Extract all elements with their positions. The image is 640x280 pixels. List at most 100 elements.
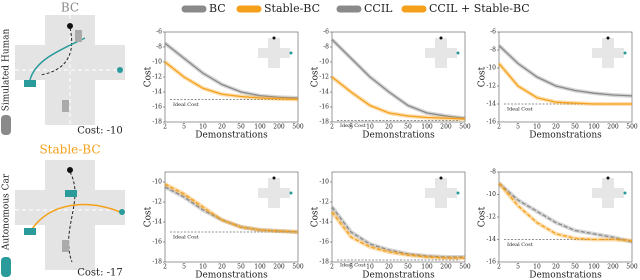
x-tick-label: 10 (366, 264, 374, 271)
y-tick-label: -10 (152, 59, 162, 66)
x-axis-label: Demonstrations (529, 131, 602, 141)
x-tick-label: 200 (607, 264, 619, 271)
x-tick-label: 10 (533, 264, 541, 271)
legend-label: BC (209, 2, 226, 15)
x-axis-label: Demonstrations (195, 131, 268, 141)
inset-dot (623, 191, 627, 195)
y-axis-label: Cost (311, 66, 321, 87)
inset-dot (439, 36, 443, 40)
x-tick-label: 500 (459, 124, 471, 131)
scene-top (15, 15, 125, 125)
y-tick-label: -6 (323, 29, 329, 36)
x-tick-label: 10 (533, 124, 541, 131)
x-tick-label: 5 (349, 264, 353, 271)
inset (602, 38, 614, 68)
scene-title: Stable-BC (39, 143, 100, 157)
inset-dot (456, 51, 460, 55)
plot-frame (164, 171, 299, 263)
x-tick-label: 50 (571, 264, 579, 271)
y-tick-label: -10 (319, 59, 329, 66)
inset-dot (439, 176, 443, 180)
scene-cost: Cost: -10 (77, 126, 122, 137)
series-line (498, 63, 632, 105)
series-band (497, 62, 632, 106)
y-tick-label: -14 (152, 89, 162, 96)
inset-dot (272, 176, 276, 180)
y-tick-label: -16 (319, 239, 329, 246)
y-tick-label: -12 (486, 83, 496, 90)
inset-dot (272, 36, 276, 40)
y-tick-label: -16 (152, 239, 162, 246)
inset-dot (289, 51, 293, 55)
y-tick-label: -6 (490, 29, 496, 36)
y-tick-label: -12 (486, 214, 496, 221)
y-tick-label: -16 (152, 104, 162, 111)
ideal-label: Ideal Cost (340, 263, 366, 269)
y-tick-label: -14 (152, 219, 162, 226)
y-tick-label: -18 (319, 259, 329, 266)
x-tick-label: 200 (273, 264, 285, 271)
y-tick-label: -14 (319, 219, 329, 226)
ideal-label: Ideal Cost (340, 123, 366, 129)
x-tick-label: 200 (440, 124, 452, 131)
side-label: Simulated Human (2, 29, 12, 112)
series-line (331, 211, 465, 259)
series-line (164, 42, 299, 99)
legend-label: Stable-BC (264, 2, 320, 15)
x-tick-label: 200 (440, 264, 452, 271)
x-tick-label: 2 (497, 264, 501, 271)
y-tick-label: -8 (490, 169, 496, 176)
y-tick-label: -12 (319, 74, 329, 81)
x-tick-label: 2 (497, 124, 501, 131)
ideal-label: Ideal Cost (173, 102, 199, 108)
y-axis-label: Cost (144, 206, 154, 227)
y-tick-label: -16 (486, 259, 496, 266)
inset-dot (606, 176, 610, 180)
x-tick-label: 5 (349, 124, 353, 131)
plot-frame (331, 171, 466, 263)
inset (435, 38, 447, 68)
inset (602, 178, 614, 208)
x-tick-label: 100 (254, 264, 266, 271)
series-line (498, 45, 633, 97)
x-axis-label: Demonstrations (529, 271, 602, 280)
legend-label: CCIL + Stable-BC (429, 2, 530, 15)
y-tick-label: -10 (486, 191, 496, 198)
x-tick-label: 100 (254, 124, 266, 131)
x-tick-label: 10 (199, 124, 207, 131)
x-tick-label: 100 (421, 264, 433, 271)
y-tick-label: -18 (152, 259, 162, 266)
y-tick-label: -10 (319, 179, 329, 186)
x-tick-label: 100 (421, 124, 433, 131)
x-tick-label: 50 (404, 264, 412, 271)
scene-bottom (15, 160, 125, 270)
y-tick-label: -10 (152, 179, 162, 186)
series-line (331, 76, 466, 120)
side-label: Autonomous Car (2, 173, 12, 251)
y-tick-label: -8 (323, 44, 329, 51)
x-tick-label: 5 (182, 264, 186, 271)
y-axis-label: Cost (311, 206, 321, 227)
x-tick-label: 20 (218, 124, 226, 131)
x-tick-label: 10 (199, 264, 207, 271)
inset (268, 38, 280, 68)
y-tick-label: -16 (319, 104, 329, 111)
x-tick-label: 5 (182, 124, 186, 131)
y-tick-label: -10 (486, 65, 496, 72)
x-tick-label: 5 (516, 124, 520, 131)
y-tick-label: -14 (319, 89, 329, 96)
y-tick-label: -8 (156, 44, 162, 51)
y-tick-label: -16 (486, 119, 496, 126)
series-line (331, 206, 465, 258)
x-tick-label: 50 (237, 264, 245, 271)
x-tick-label: 200 (273, 124, 285, 131)
scene-title: BC (61, 1, 79, 15)
ideal-label: Ideal Cost (507, 242, 533, 248)
scene-cost: Cost: -17 (77, 268, 122, 279)
x-tick-label: 2 (330, 124, 334, 131)
x-tick-label: 50 (404, 124, 412, 131)
ideal-label: Ideal Cost (173, 235, 199, 241)
ideal-label: Ideal Cost (507, 107, 533, 113)
inset-dot (623, 51, 627, 55)
y-tick-label: -6 (156, 29, 162, 36)
